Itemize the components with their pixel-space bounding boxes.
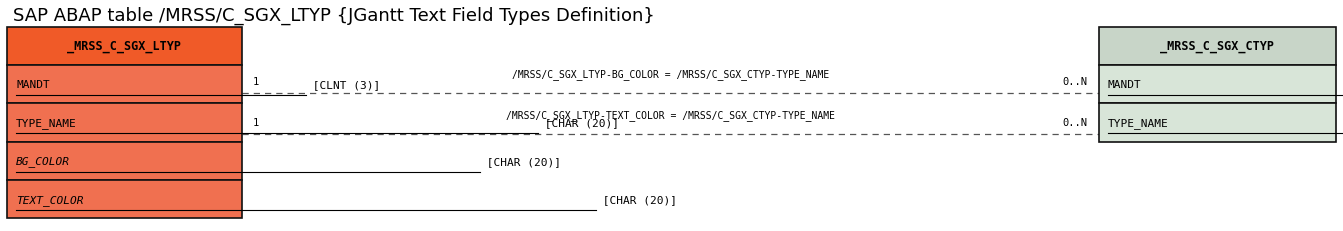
Bar [1099,66,1336,104]
Text: SAP ABAP table /MRSS/C_SGX_LTYP {JGantt Text Field Types Definition}: SAP ABAP table /MRSS/C_SGX_LTYP {JGantt … [13,7,655,25]
Text: TYPE_NAME: TYPE_NAME [1108,118,1168,128]
Text: [CHAR (20)]: [CHAR (20)] [596,194,677,204]
Bar [1099,104,1336,142]
Text: 1: 1 [252,117,259,127]
Text: MANDT: MANDT [16,80,50,90]
Text: /MRSS/C_SGX_LTYP-TEXT_COLOR = /MRSS/C_SGX_CTYP-TYPE_NAME: /MRSS/C_SGX_LTYP-TEXT_COLOR = /MRSS/C_SG… [506,109,834,120]
Text: 1: 1 [252,77,259,87]
Bar [7,28,242,66]
Text: _MRSS_C_SGX_CTYP: _MRSS_C_SGX_CTYP [1160,40,1275,53]
Text: BG_COLOR: BG_COLOR [16,156,70,167]
Text: 0..N: 0..N [1062,77,1088,87]
Bar [1099,28,1336,66]
Text: [CHAR (20)]: [CHAR (20)] [481,156,561,166]
Text: /MRSS/C_SGX_LTYP-BG_COLOR = /MRSS/C_SGX_CTYP-TYPE_NAME: /MRSS/C_SGX_LTYP-BG_COLOR = /MRSS/C_SGX_… [512,69,829,80]
Text: TYPE_NAME: TYPE_NAME [16,118,77,128]
Text: TEXT_COLOR: TEXT_COLOR [16,194,83,205]
Bar [7,66,242,104]
Bar [7,104,242,142]
Text: MANDT: MANDT [1108,80,1142,90]
Bar [7,142,242,180]
Text: 0..N: 0..N [1062,117,1088,127]
Bar [7,180,242,218]
Text: _MRSS_C_SGX_LTYP: _MRSS_C_SGX_LTYP [67,40,181,53]
Text: [CLNT (3)]: [CLNT (3)] [306,80,380,90]
Text: [CHAR (20)]: [CHAR (20)] [539,118,619,128]
